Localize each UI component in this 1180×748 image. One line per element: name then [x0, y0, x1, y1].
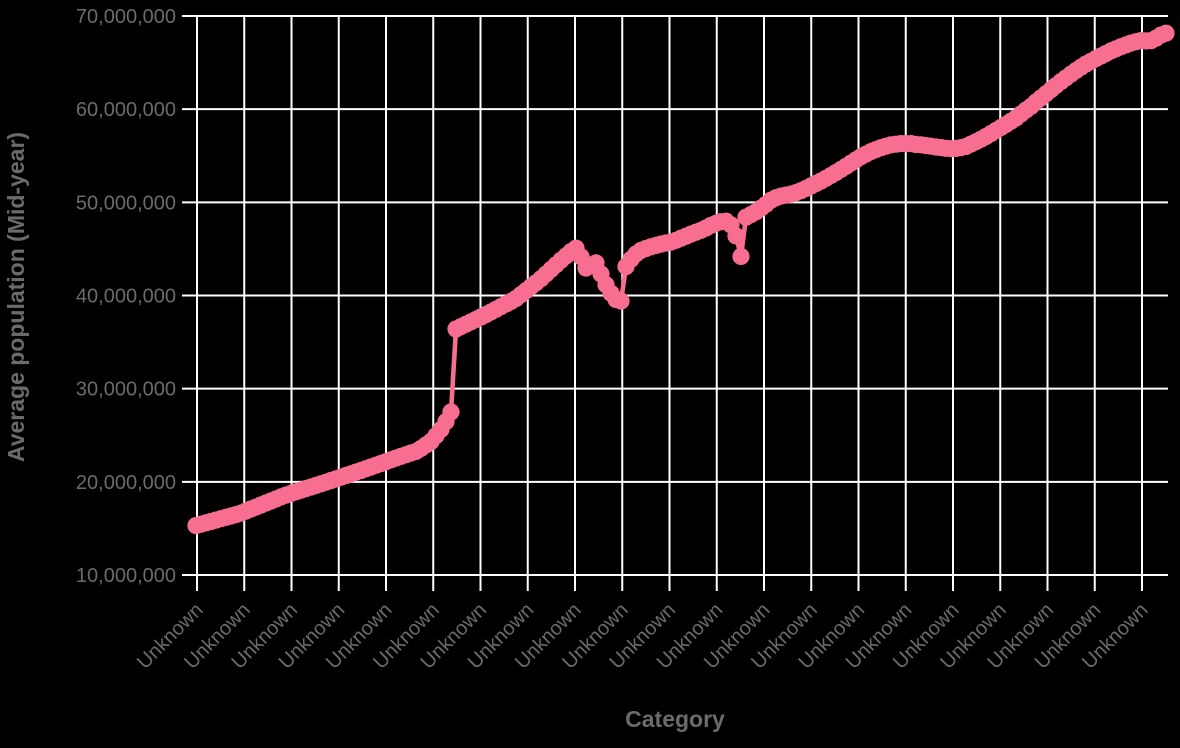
x-axis-title: Category — [625, 706, 725, 732]
y-tick-label: 50,000,000 — [76, 192, 176, 214]
y-tick-label: 70,000,000 — [76, 6, 176, 28]
y-tick-label: 10,000,000 — [76, 565, 176, 587]
x-tick-labels: UnknownUnknownUnknownUnknownUnknownUnkno… — [133, 599, 1153, 674]
data-point-marker — [732, 247, 750, 265]
y-axis-title: Average population (Mid-year) — [3, 132, 29, 462]
x-gridlines — [196, 16, 1143, 591]
y-tick-label: 20,000,000 — [76, 472, 176, 494]
data-point-marker — [1157, 24, 1175, 42]
y-gridlines — [182, 15, 1168, 576]
y-tick-label: 40,000,000 — [76, 286, 176, 308]
data-point-marker — [612, 292, 630, 310]
y-tick-labels: 10,000,000 20,000,000 30,000,000 40,000,000… — [76, 6, 176, 587]
data-point-marker — [727, 227, 745, 245]
y-tick-label: 60,000,000 — [76, 99, 176, 121]
series-line — [187, 24, 1175, 535]
data-point-marker — [442, 403, 460, 421]
y-tick-label: 30,000,000 — [76, 379, 176, 401]
